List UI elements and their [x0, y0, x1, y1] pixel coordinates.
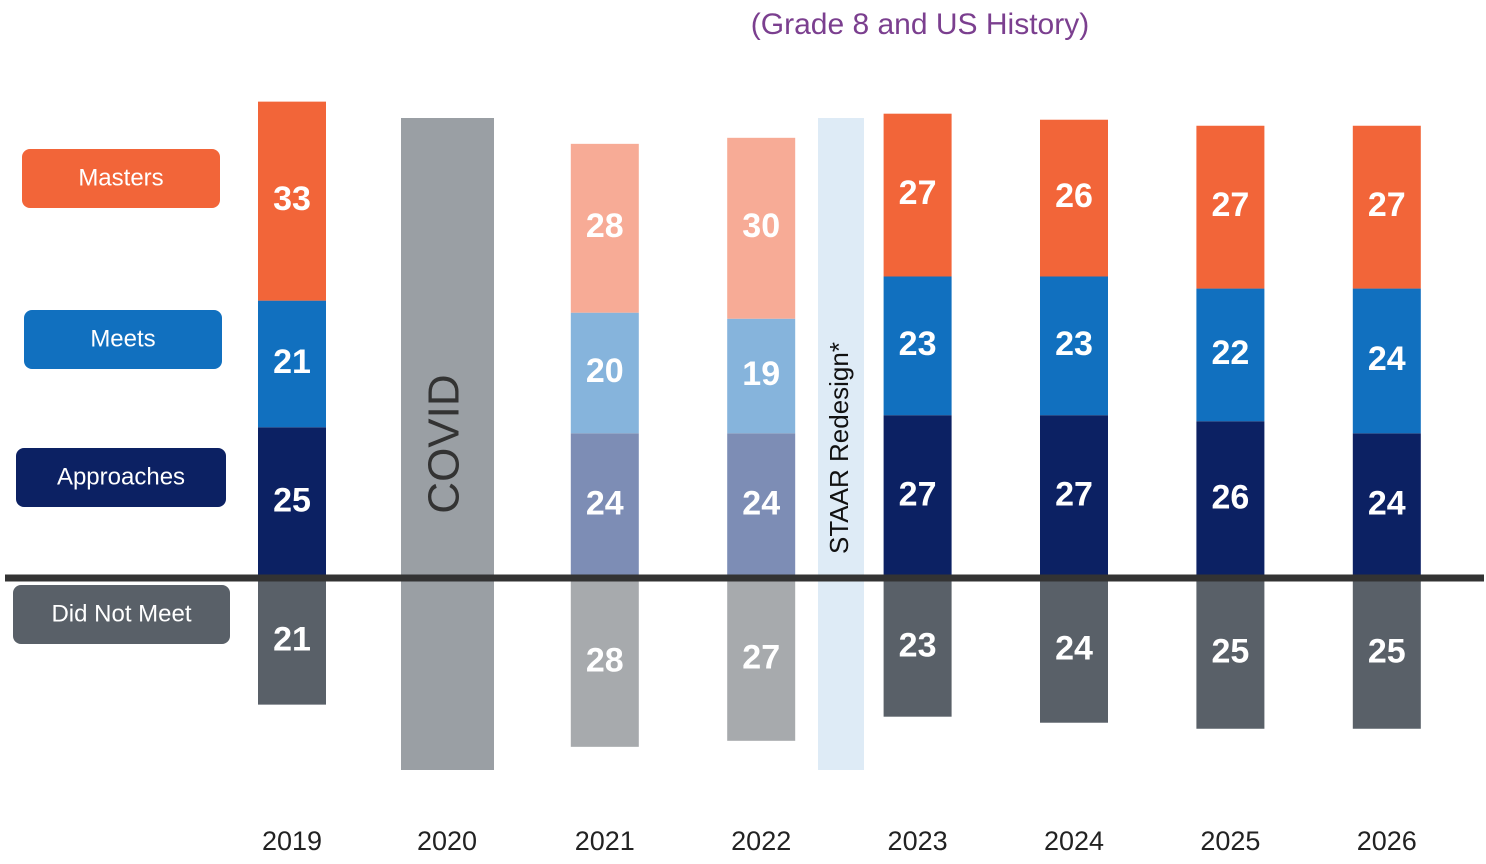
redesign-label: STAAR Redesign* — [824, 342, 854, 554]
data-label: 27 — [1055, 476, 1093, 514]
data-label: 24 — [1368, 485, 1406, 523]
bar-segment — [1352, 125, 1421, 289]
data-label: 21 — [273, 343, 311, 381]
bar-segment — [570, 143, 639, 313]
x-tick-label: 2026 — [1357, 826, 1417, 856]
data-label: 27 — [742, 638, 780, 676]
bar-segment — [570, 312, 639, 434]
bar-segment — [1196, 578, 1265, 729]
bar-segment — [883, 578, 952, 717]
bar-segment — [1040, 415, 1108, 578]
x-tick-label: 2020 — [417, 826, 477, 856]
bar-segment — [258, 578, 326, 705]
legend-swatch — [24, 310, 222, 369]
data-label: 24 — [1055, 629, 1093, 667]
data-label: 25 — [273, 482, 311, 520]
bar-segment — [1352, 578, 1421, 729]
bar-segment — [1040, 578, 1108, 723]
x-tick-label: 2023 — [888, 826, 948, 856]
x-tick-label: 2021 — [575, 826, 635, 856]
bar-segment — [727, 137, 796, 319]
legend-label: Did Not Meet — [51, 600, 191, 627]
data-label: 20 — [586, 352, 624, 390]
bar-segment — [570, 433, 639, 578]
bar-segment — [1196, 125, 1265, 289]
legend-label: Masters — [78, 164, 163, 191]
bar-segment — [1352, 433, 1421, 578]
bar-segment — [883, 113, 952, 277]
bar-segment — [727, 318, 796, 434]
bar-segment — [258, 300, 326, 428]
bar-segment — [1040, 119, 1108, 277]
bar-segment — [258, 427, 326, 578]
bar-segment — [727, 578, 796, 741]
data-label: 22 — [1211, 334, 1249, 372]
data-label: 28 — [586, 641, 624, 679]
bar-segment — [258, 101, 326, 301]
data-label: 26 — [1055, 177, 1093, 215]
x-tick-label: 2019 — [262, 826, 322, 856]
x-tick-label: 2025 — [1200, 826, 1260, 856]
data-label: 25 — [1368, 632, 1406, 670]
legend-swatch — [16, 448, 226, 507]
data-label: 19 — [742, 355, 780, 393]
bar-segment — [727, 433, 796, 578]
covid-label: COVID — [420, 374, 469, 513]
data-label: 25 — [1211, 632, 1249, 670]
bar-segment — [1196, 421, 1265, 578]
data-label: 27 — [1211, 186, 1249, 224]
bar-segment — [1196, 288, 1265, 422]
x-tick-label: 2024 — [1044, 826, 1104, 856]
data-label: 27 — [899, 476, 937, 514]
redesign-band — [818, 118, 864, 770]
legend-label: Approaches — [57, 463, 185, 490]
data-label: 23 — [899, 325, 937, 363]
bar-segment — [1352, 288, 1421, 434]
data-label: 21 — [273, 620, 311, 658]
covid-bar — [401, 118, 494, 770]
data-label: 30 — [742, 207, 780, 245]
legend-label: Meets — [90, 325, 155, 352]
data-label: 27 — [1368, 186, 1406, 224]
bar-segment — [1040, 276, 1108, 416]
bar-segment — [570, 578, 639, 747]
chart-title: (Grade 8 and US History) — [751, 8, 1089, 41]
legend-swatch — [13, 585, 230, 644]
x-tick-label: 2022 — [731, 826, 791, 856]
data-label: 23 — [899, 626, 937, 664]
data-label: 24 — [742, 485, 780, 523]
data-label: 33 — [273, 180, 311, 218]
data-label: 24 — [1368, 340, 1406, 378]
data-label: 28 — [586, 207, 624, 245]
data-label: 23 — [1055, 325, 1093, 363]
bar-segment — [883, 276, 952, 416]
bar-segment — [883, 415, 952, 578]
legend-swatch — [22, 149, 220, 208]
data-label: 26 — [1211, 479, 1249, 517]
data-label: 24 — [586, 485, 624, 523]
data-label: 27 — [899, 174, 937, 212]
